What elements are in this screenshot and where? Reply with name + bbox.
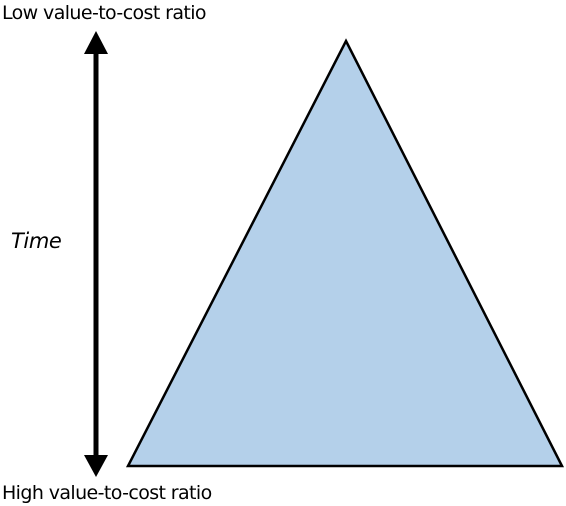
label-low-value-to-cost: Low value-to-cost ratio — [2, 2, 207, 24]
arrow-up-icon — [84, 31, 108, 54]
label-time-axis: Time — [11, 229, 62, 253]
pyramid-triangle — [125, 38, 565, 468]
arrow-down-icon — [84, 455, 108, 477]
time-arrow — [84, 31, 108, 477]
label-high-value-to-cost: High value-to-cost ratio — [2, 482, 212, 504]
